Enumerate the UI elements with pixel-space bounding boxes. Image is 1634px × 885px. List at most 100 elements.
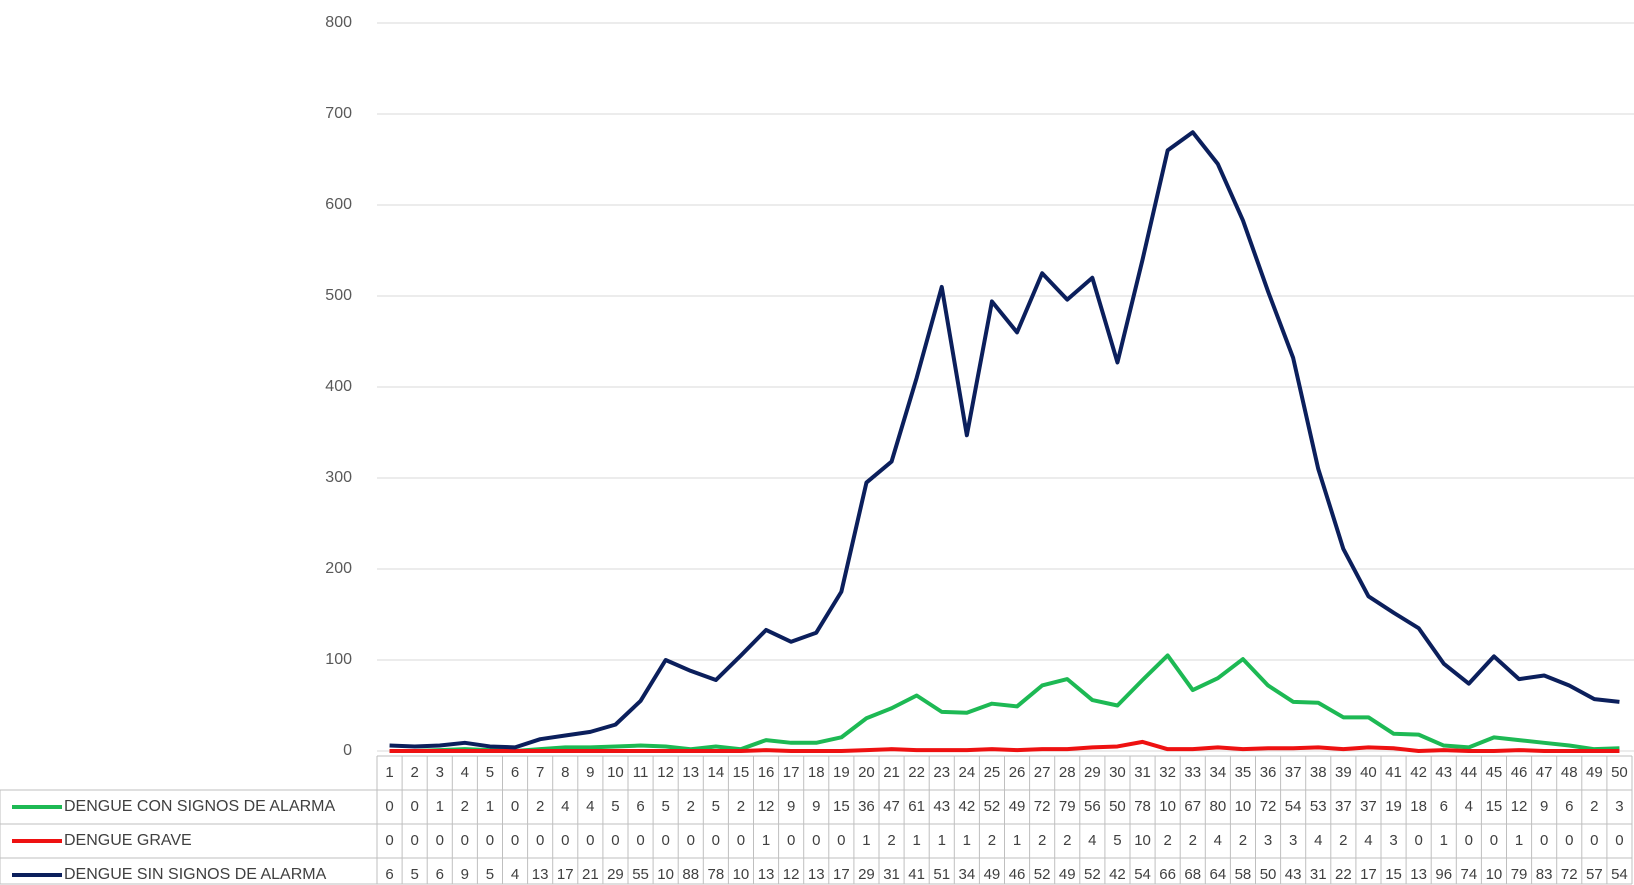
table-cell: 4 bbox=[1364, 832, 1372, 849]
table-cell: 46 bbox=[1009, 866, 1026, 883]
table-cell: 4 bbox=[586, 798, 594, 815]
table-cell: 0 bbox=[611, 832, 619, 849]
x-tick-label: 43 bbox=[1435, 764, 1452, 781]
x-tick-label: 34 bbox=[1210, 764, 1227, 781]
table-cell: 9 bbox=[787, 798, 795, 815]
table-cell: 1 bbox=[1515, 832, 1523, 849]
table-cell: 1 bbox=[912, 832, 920, 849]
table-cell: 52 bbox=[984, 798, 1001, 815]
y-tick-label: 400 bbox=[325, 378, 352, 395]
table-cell: 2 bbox=[988, 832, 996, 849]
table-cell: 31 bbox=[883, 866, 900, 883]
legend-label: DENGUE CON SIGNOS DE ALARMA bbox=[64, 798, 335, 815]
table-cell: 10 bbox=[1235, 798, 1252, 815]
x-tick-label: 44 bbox=[1461, 764, 1478, 781]
x-tick-label: 9 bbox=[586, 764, 594, 781]
table-cell: 10 bbox=[1159, 798, 1176, 815]
table-cell: 3 bbox=[1389, 832, 1397, 849]
table-cell: 13 bbox=[808, 866, 825, 883]
table-cell: 0 bbox=[461, 832, 469, 849]
table-cell: 2 bbox=[687, 798, 695, 815]
table-cell: 17 bbox=[557, 866, 574, 883]
table-cell: 0 bbox=[636, 832, 644, 849]
table-cell: 51 bbox=[933, 866, 950, 883]
x-tick-label: 2 bbox=[410, 764, 418, 781]
legend-label: DENGUE GRAVE bbox=[64, 832, 192, 849]
table-cell: 0 bbox=[1565, 832, 1573, 849]
table-cell: 10 bbox=[1486, 866, 1503, 883]
table-cell: 0 bbox=[511, 798, 519, 815]
y-tick-label: 0 bbox=[343, 742, 352, 759]
table-cell: 10 bbox=[733, 866, 750, 883]
x-tick-label: 22 bbox=[908, 764, 925, 781]
x-tick-label: 32 bbox=[1159, 764, 1176, 781]
table-cell: 54 bbox=[1285, 798, 1302, 815]
table-cell: 17 bbox=[1360, 866, 1377, 883]
x-tick-label: 33 bbox=[1184, 764, 1201, 781]
table-cell: 15 bbox=[833, 798, 850, 815]
table-cell: 42 bbox=[959, 798, 976, 815]
table-cell: 2 bbox=[887, 832, 895, 849]
table-cell: 4 bbox=[1214, 832, 1222, 849]
table-cell: 0 bbox=[536, 832, 544, 849]
table-cell: 2 bbox=[1038, 832, 1046, 849]
table-cell: 5 bbox=[712, 798, 720, 815]
table-cell: 0 bbox=[1540, 832, 1548, 849]
table-cell: 2 bbox=[461, 798, 469, 815]
x-tick-label: 39 bbox=[1335, 764, 1352, 781]
table-cell: 0 bbox=[511, 832, 519, 849]
x-tick-label: 45 bbox=[1486, 764, 1503, 781]
table-cell: 0 bbox=[837, 832, 845, 849]
table-cell: 0 bbox=[712, 832, 720, 849]
x-tick-label: 26 bbox=[1009, 764, 1026, 781]
table-cell: 56 bbox=[1084, 798, 1101, 815]
table-cell: 31 bbox=[1310, 866, 1327, 883]
y-tick-label: 100 bbox=[325, 651, 352, 668]
table-cell: 64 bbox=[1210, 866, 1227, 883]
table-cell: 18 bbox=[1410, 798, 1427, 815]
table-cell: 0 bbox=[486, 832, 494, 849]
table-cell: 96 bbox=[1435, 866, 1452, 883]
y-tick-label: 300 bbox=[325, 469, 352, 486]
table-cell: 0 bbox=[1414, 832, 1422, 849]
table-cell: 43 bbox=[933, 798, 950, 815]
table-cell: 6 bbox=[436, 866, 444, 883]
table-cell: 66 bbox=[1159, 866, 1176, 883]
table-cell: 49 bbox=[1059, 866, 1076, 883]
table-cell: 0 bbox=[586, 832, 594, 849]
table-cell: 0 bbox=[561, 832, 569, 849]
table-cell: 0 bbox=[661, 832, 669, 849]
table-cell: 6 bbox=[1440, 798, 1448, 815]
x-tick-label: 49 bbox=[1586, 764, 1603, 781]
table-cell: 49 bbox=[984, 866, 1001, 883]
table-cell: 74 bbox=[1461, 866, 1478, 883]
series-line bbox=[389, 653, 1620, 753]
table-cell: 0 bbox=[787, 832, 795, 849]
table-cell: 5 bbox=[486, 866, 494, 883]
table-cell: 0 bbox=[410, 798, 418, 815]
table-cell: 10 bbox=[1134, 832, 1151, 849]
table-cell: 5 bbox=[410, 866, 418, 883]
table-cell: 78 bbox=[708, 866, 725, 883]
table-cell: 54 bbox=[1134, 866, 1151, 883]
x-tick-label: 38 bbox=[1310, 764, 1327, 781]
table-cell: 22 bbox=[1335, 866, 1352, 883]
table-cell: 15 bbox=[1486, 798, 1503, 815]
table-cell: 6 bbox=[385, 866, 393, 883]
y-tick-label: 200 bbox=[325, 560, 352, 577]
x-tick-label: 25 bbox=[984, 764, 1001, 781]
x-tick-label: 3 bbox=[436, 764, 444, 781]
table-cell: 43 bbox=[1285, 866, 1302, 883]
table-cell: 54 bbox=[1611, 866, 1628, 883]
table-cell: 15 bbox=[1385, 866, 1402, 883]
x-tick-label: 17 bbox=[783, 764, 800, 781]
table-cell: 0 bbox=[1490, 832, 1498, 849]
x-tick-label: 4 bbox=[461, 764, 469, 781]
x-tick-label: 18 bbox=[808, 764, 825, 781]
x-tick-label: 10 bbox=[607, 764, 624, 781]
table-cell: 72 bbox=[1260, 798, 1277, 815]
table-cell: 13 bbox=[758, 866, 775, 883]
table-cell: 53 bbox=[1310, 798, 1327, 815]
table-cell: 3 bbox=[1264, 832, 1272, 849]
table-cell: 2 bbox=[1063, 832, 1071, 849]
